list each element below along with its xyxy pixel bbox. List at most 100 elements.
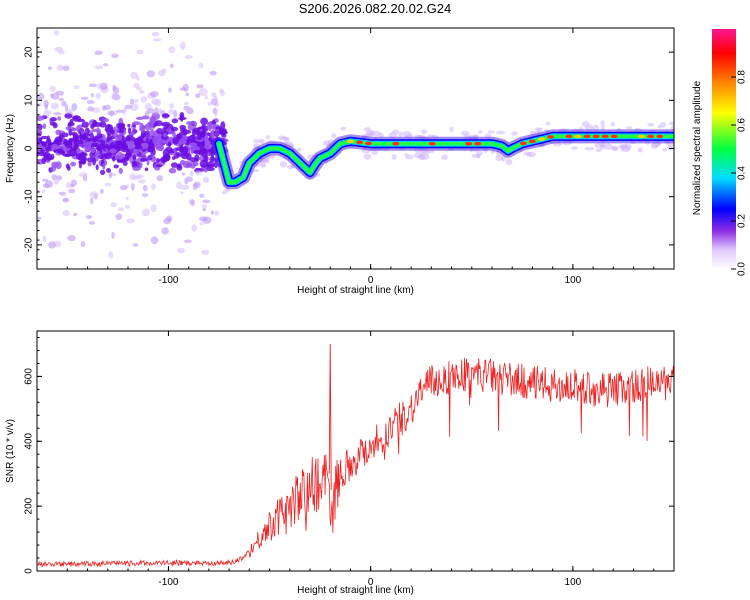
colorbar-tick-label: 0.8 — [737, 70, 748, 84]
noise-blob — [194, 170, 203, 176]
noise-blob — [149, 91, 159, 98]
ridge-hotspot — [638, 134, 646, 139]
noise-blob — [130, 103, 139, 111]
noise-blob — [57, 116, 61, 121]
noise-blob — [140, 96, 148, 103]
noise-blob — [114, 140, 122, 148]
noise-blob — [140, 130, 147, 138]
noise-blob — [132, 147, 140, 155]
colorbar-tick-label: 0.0 — [737, 262, 748, 276]
noise-blob — [43, 99, 49, 108]
noise-blob — [132, 121, 141, 126]
noise-blob — [76, 125, 80, 132]
noise-blob — [176, 133, 183, 140]
noise-blob — [147, 135, 153, 140]
noise-blob — [73, 212, 78, 217]
noise-blob — [172, 131, 176, 138]
noise-blob — [201, 152, 208, 158]
noise-blob — [106, 168, 111, 173]
noise-blob — [37, 216, 42, 220]
noise-blob — [90, 93, 95, 98]
noise-blob — [134, 140, 139, 145]
noise-blob — [495, 155, 504, 162]
noise-blob — [156, 134, 162, 142]
noise-blob — [119, 185, 128, 191]
noise-blob — [185, 92, 190, 97]
noise-blob — [116, 152, 124, 160]
noise-blob — [53, 177, 60, 185]
noise-blob — [600, 124, 606, 131]
noise-blob — [55, 129, 62, 135]
noise-blob — [88, 221, 96, 225]
colorbar: 0.0 0.2 0.4 0.6 0.8 Normalized spectral ampli… — [692, 29, 748, 276]
noise-blob — [86, 100, 95, 105]
noise-blob — [170, 162, 178, 168]
noise-blob — [152, 136, 158, 145]
noise-blob — [206, 166, 215, 172]
noise-blob — [391, 129, 400, 134]
noise-blob — [95, 164, 99, 171]
noise-blob — [62, 197, 70, 203]
snr-panel: -100 0 100 0 200 400 600 Height of straight lin… — [5, 330, 675, 596]
noise-blob — [89, 191, 98, 198]
x-tick-label: 100 — [565, 275, 582, 286]
noise-blob — [50, 93, 54, 99]
noise-blob — [210, 131, 215, 138]
ridge-hotspot — [610, 134, 618, 139]
noise-blob — [45, 146, 51, 152]
noise-blob — [50, 102, 59, 110]
noise-blob — [48, 241, 56, 249]
noise-blob — [600, 120, 605, 126]
noise-blob — [120, 143, 127, 150]
noise-blob — [179, 140, 187, 144]
noise-blob — [169, 103, 174, 109]
noise-blob — [331, 133, 337, 139]
noise-blob — [78, 172, 88, 178]
noise-blob — [155, 164, 163, 168]
noise-blob — [184, 54, 193, 60]
noise-blob — [67, 235, 76, 242]
noise-blob — [363, 127, 371, 132]
noise-blob — [134, 98, 139, 103]
noise-blob — [171, 118, 179, 124]
noise-blob — [183, 101, 189, 105]
noise-blob — [42, 151, 51, 158]
ridge-hotspot — [656, 134, 664, 139]
noise-blob — [186, 153, 192, 161]
noise-blob — [100, 82, 108, 91]
noise-blob — [647, 122, 655, 127]
noise-blob — [284, 136, 290, 144]
noise-blob — [84, 148, 88, 153]
noise-blob — [130, 71, 139, 79]
noise-blob — [189, 142, 198, 148]
noise-blob — [94, 65, 104, 70]
noise-blob — [177, 153, 182, 158]
noise-blob — [487, 130, 495, 134]
noise-blob — [181, 172, 186, 176]
noise-blob — [151, 183, 156, 190]
noise-blob — [109, 148, 117, 154]
noise-blob — [371, 130, 381, 137]
noise-blob — [207, 164, 215, 168]
noise-blob — [81, 121, 89, 128]
noise-blob — [168, 87, 172, 93]
noise-blob — [136, 86, 142, 91]
noise-blob — [366, 132, 373, 137]
noise-blob — [186, 106, 192, 115]
noise-blob — [91, 128, 98, 132]
noise-blob — [41, 189, 46, 194]
noise-blob — [62, 209, 70, 217]
noise-blob — [184, 176, 194, 183]
noise-blob — [176, 247, 185, 254]
noise-blob — [127, 123, 131, 128]
noise-blob — [162, 148, 170, 157]
noise-blob — [151, 155, 156, 160]
noise-blob — [570, 146, 578, 150]
noise-blob — [107, 110, 115, 116]
noise-blob — [168, 46, 176, 54]
noise-blob — [155, 158, 160, 163]
noise-blob — [603, 143, 613, 150]
noise-blob — [37, 102, 43, 107]
noise-blob — [142, 142, 149, 149]
noise-blob — [138, 179, 146, 184]
